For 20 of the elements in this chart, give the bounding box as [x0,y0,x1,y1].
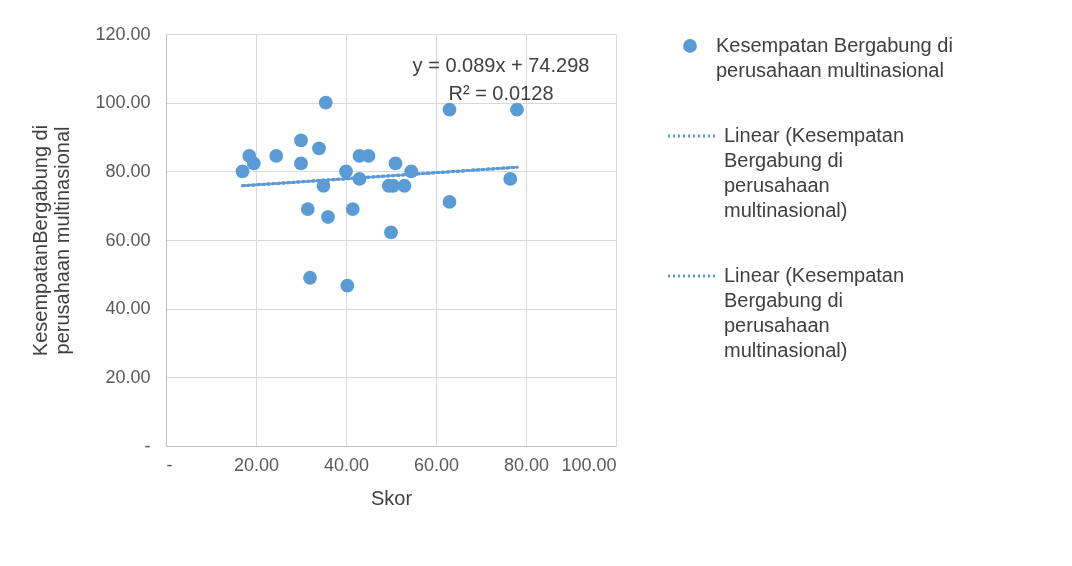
annotation: y = 0.089x + 74.298 [412,54,590,76]
legend-label: Linear (Kesempatan Bergabung di perusahaan multinasional) [724,264,905,361]
y-tick-label: 40.00 [105,298,151,319]
x-tick-label: 60.00 [413,454,460,475]
x-tick-label: 100.00 [561,454,617,475]
y-tick-label: 100.00 [95,92,151,113]
x-tick-label: 20.00 [233,454,280,475]
y-tick-label: - [144,435,151,456]
legend-label: Linear (Kesempatan Bergabung di perusahaan multinasional) [724,124,905,221]
legend-label: Kesempatan Bergabung di perusahaan multinasional [716,34,953,81]
y-tick-label: 60.00 [105,229,151,250]
y-axis-title: KesempatanBergabung di perusahaan multinasional [29,124,74,357]
x-tick-label: 80.00 [503,454,550,475]
annotation: R² = 0.0128 [448,82,554,104]
y-tick-label: 120.00 [95,23,151,44]
y-tick-label: 20.00 [105,366,151,387]
x-tick-label: 40.00 [323,454,370,475]
x-axis-title: Skor [370,486,413,509]
y-tick-label: 80.00 [105,160,151,181]
x-tick-label: - [166,454,173,475]
